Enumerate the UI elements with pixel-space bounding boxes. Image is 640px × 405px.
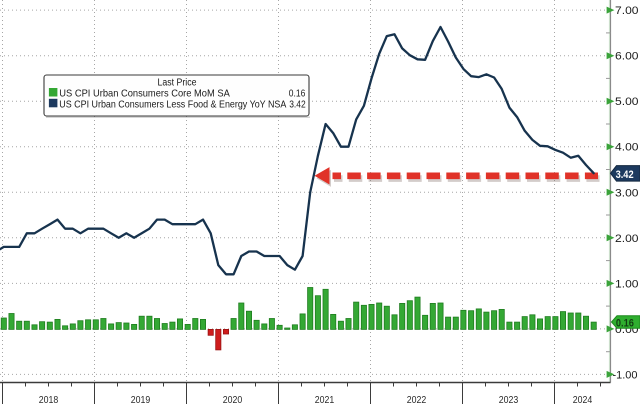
- svg-text:5.00: 5.00: [615, 96, 639, 108]
- svg-text:2.00: 2.00: [615, 233, 639, 245]
- svg-text:3.42: 3.42: [616, 169, 634, 181]
- svg-text:3.00: 3.00: [615, 187, 639, 199]
- svg-text:2019: 2019: [131, 395, 151, 405]
- svg-text:-1.00: -1.00: [613, 369, 638, 381]
- svg-text:2023: 2023: [499, 395, 519, 405]
- svg-text:0.16: 0.16: [616, 318, 634, 330]
- svg-text:Last Price: Last Price: [158, 78, 197, 89]
- svg-text:1.00: 1.00: [615, 278, 639, 290]
- svg-text:6.00: 6.00: [615, 51, 639, 63]
- svg-text:0.16: 0.16: [289, 87, 306, 99]
- svg-text:3.42: 3.42: [289, 98, 306, 110]
- svg-text:2018: 2018: [39, 395, 59, 405]
- svg-text:US CPI Urban Consumers Less Fo: US CPI Urban Consumers Less Food & Energ…: [59, 98, 286, 110]
- svg-text:4.00: 4.00: [615, 142, 639, 154]
- svg-text:2022: 2022: [407, 395, 427, 405]
- svg-text:2020: 2020: [223, 395, 243, 405]
- svg-text:7.00: 7.00: [615, 5, 639, 17]
- svg-text:2024: 2024: [573, 395, 593, 405]
- svg-text:US CPI Urban Consumers Core Mo: US CPI Urban Consumers Core MoM SA: [59, 87, 230, 99]
- svg-text:2021: 2021: [315, 395, 335, 405]
